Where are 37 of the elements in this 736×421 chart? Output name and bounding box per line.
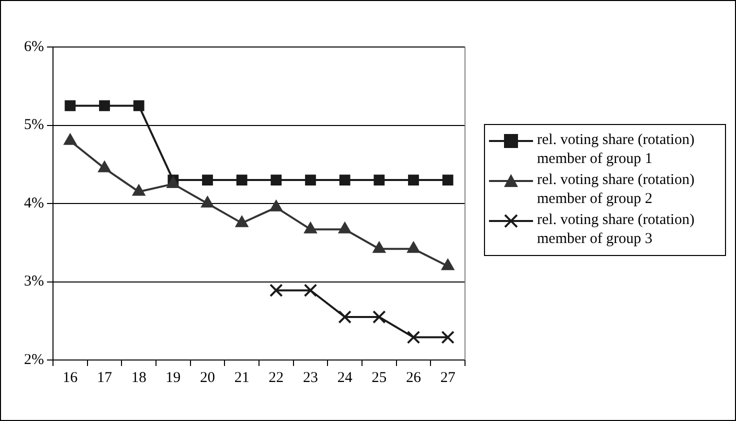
point [133,100,144,112]
y-tick-label: 6% [24,38,44,55]
x-tick-label: 16 [62,370,78,386]
point [442,174,454,186]
point [236,174,248,186]
y-tick-label: 4% [24,195,44,212]
x-tick-label: 24 [337,370,353,386]
x-tick-label: 23 [303,370,318,386]
point [441,258,454,270]
x-tick-label: 19 [166,370,181,386]
legend-label: rel. voting share (rotation) member of group 3 [537,211,696,249]
point [374,174,385,186]
x-tick-label: 22 [268,370,284,386]
point [372,310,386,324]
point [305,174,316,186]
point [235,216,248,228]
point [99,100,110,112]
point [270,284,283,298]
point [338,310,352,324]
point [304,284,318,298]
x-tick-label: 21 [234,370,250,386]
point [202,174,213,186]
x-tick-label: 26 [406,370,422,386]
x-tick-label: 20 [200,370,215,386]
y-tick-label: 5% [24,117,44,134]
point [339,174,350,186]
x-tick-label: 27 [440,370,456,386]
point [406,330,420,344]
point [441,330,454,344]
point [64,100,76,112]
point [408,174,419,186]
y-tick-label: 2% [24,352,44,368]
y-tick-label: 3% [24,274,44,290]
x-tick-label: 25 [372,370,387,386]
point [270,174,282,186]
x-tick-label: 17 [96,370,112,386]
x-tick-label: 18 [131,370,146,386]
